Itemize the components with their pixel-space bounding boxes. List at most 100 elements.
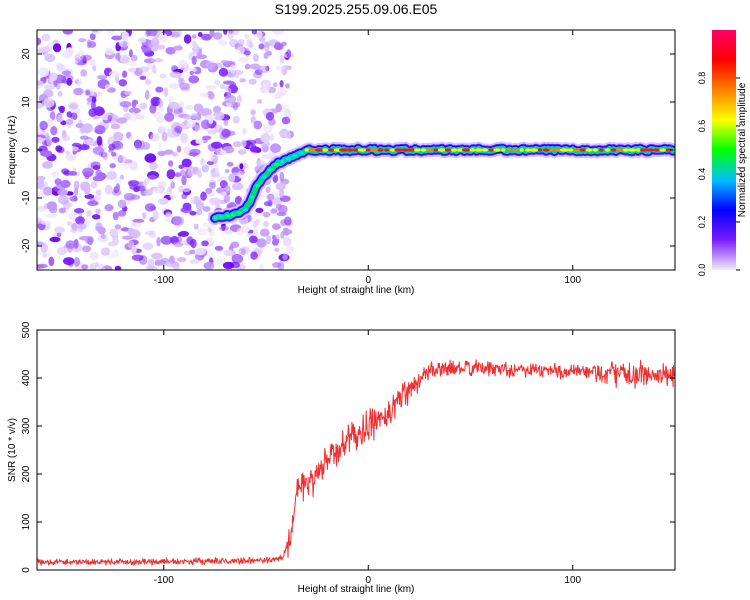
heatmap-noise-blob (127, 60, 137, 67)
ridge-hotspot (249, 195, 255, 199)
heatmap-noise-blob (73, 239, 79, 249)
heatmap-noise-blob (44, 53, 56, 63)
heatmap-noise-blob (183, 34, 192, 44)
ridge-hotspot (469, 148, 476, 152)
heatmap-noise-blob (227, 30, 234, 40)
heatmap-noise-blob (236, 46, 245, 55)
heatmap-noise-blob (98, 263, 105, 270)
heatmap-noise-blob (189, 258, 200, 265)
heatmap-noise-blob (152, 64, 157, 75)
heatmap-noise-blob (168, 95, 174, 104)
heatmap-noise-blob (181, 175, 187, 186)
heatmap-noise-blob (158, 197, 169, 205)
heatmap-noise-blob (258, 65, 269, 74)
heatmap-noise-blob (180, 133, 189, 143)
heatmap-noise-blob (204, 114, 216, 121)
heatmap-noise-blob (250, 251, 258, 260)
heatmap-noise-blob (277, 204, 288, 214)
heatmap-noise-blob (66, 77, 73, 86)
heatmap-noise-blob (40, 220, 52, 225)
heatmap-noise-blob (129, 161, 139, 171)
heatmap-noise-blob (142, 180, 147, 188)
heatmap-noise-blob (121, 31, 130, 42)
heatmap-noise-blob (253, 120, 262, 130)
ridge-hotspot (218, 214, 224, 219)
heatmap-noise-blob (56, 64, 66, 73)
heatmap-noise-blob (206, 160, 214, 166)
ridge-hotspot (370, 148, 379, 152)
spectrogram-y-tick-label: 0 (21, 147, 32, 153)
ridge-hotspot (507, 148, 512, 152)
ridge-hotspot (352, 148, 360, 152)
heatmap-noise-blob (182, 114, 192, 120)
heatmap-noise-blob (149, 104, 157, 114)
ridge-hotspot (554, 148, 563, 152)
heatmap-noise-blob (95, 208, 101, 215)
heatmap-noise-blob (170, 181, 175, 189)
heatmap-noise-blob (117, 155, 124, 164)
heatmap-noise-blob (127, 180, 140, 187)
spectrogram-x-tick-label: 0 (365, 275, 371, 286)
heatmap-noise-blob (214, 79, 221, 86)
heatmap-noise-blob (152, 98, 160, 107)
heatmap-noise-blob (213, 32, 223, 40)
heatmap-noise-blob (129, 112, 138, 122)
ridge-hotspot (615, 148, 624, 152)
colorbar-tick-label: 0.2 (697, 216, 707, 229)
heatmap-noise-blob (271, 239, 279, 246)
heatmap-noise-blob (261, 154, 273, 159)
ridge-hotspot (406, 148, 416, 152)
ridge-hotspot (394, 148, 404, 152)
heatmap-noise-blob (51, 136, 60, 143)
heatmap-noise-blob (236, 227, 245, 236)
heatmap-noise-blob (45, 132, 50, 141)
heatmap-noise-blob (57, 189, 69, 196)
heatmap-noise-blob (207, 129, 218, 135)
heatmap-noise-blob (255, 207, 264, 213)
heatmap-noise-blob (37, 137, 43, 144)
heatmap-noise-blob (97, 234, 109, 243)
heatmap-noise-blob (270, 143, 281, 154)
heatmap-noise-blob (231, 30, 240, 35)
heatmap-noise-blob (214, 163, 219, 174)
spectrogram-y-tick-label: -20 (21, 238, 32, 253)
ridge-hotspot (261, 175, 267, 179)
heatmap-noise-blob (211, 141, 223, 149)
ridge-hotspot (599, 148, 604, 152)
spectrogram-y-tick-label: 20 (21, 48, 32, 60)
ridge-hotspot (519, 148, 524, 152)
heatmap-noise-blob (275, 182, 286, 191)
heatmap-noise-blob (212, 111, 225, 121)
heatmap-noise-blob (272, 196, 283, 206)
ridge-hotspot (627, 148, 637, 152)
heatmap-noise-blob (142, 46, 152, 53)
heatmap-noise-blob (172, 152, 179, 157)
heatmap-noise-blob (181, 158, 192, 168)
heatmap-noise-blob (52, 43, 62, 53)
heatmap-noise-blob (243, 50, 252, 56)
heatmap-noise-blob (92, 175, 105, 182)
heatmap-noise-blob (102, 151, 108, 160)
heatmap-noise-blob (221, 128, 231, 138)
heatmap-noise-blob (70, 227, 78, 233)
heatmap-noise-blob (61, 168, 70, 175)
heatmap-noise-blob (79, 135, 89, 140)
heatmap-noise-blob (107, 114, 113, 122)
heatmap-noise-blob (127, 227, 136, 236)
ridge-hotspot (298, 151, 304, 155)
heatmap-noise-blob (237, 170, 244, 179)
heatmap-noise-blob (219, 83, 225, 90)
spectrogram-y-label: Frequency (Hz) (7, 116, 18, 185)
heatmap-noise-blob (150, 133, 160, 142)
heatmap-noise-blob (107, 30, 115, 36)
heatmap-noise-blob (96, 136, 103, 146)
ridge-hotspot (365, 148, 371, 152)
heatmap-noise-blob (255, 218, 260, 226)
heatmap-noise-blob (229, 261, 241, 269)
heatmap-noise-blob (54, 226, 66, 234)
heatmap-noise-blob (139, 75, 147, 81)
heatmap-noise-blob (156, 116, 165, 124)
heatmap-noise-blob (92, 30, 99, 33)
ridge-hotspot (568, 148, 574, 152)
heatmap-noise-blob (275, 91, 285, 97)
